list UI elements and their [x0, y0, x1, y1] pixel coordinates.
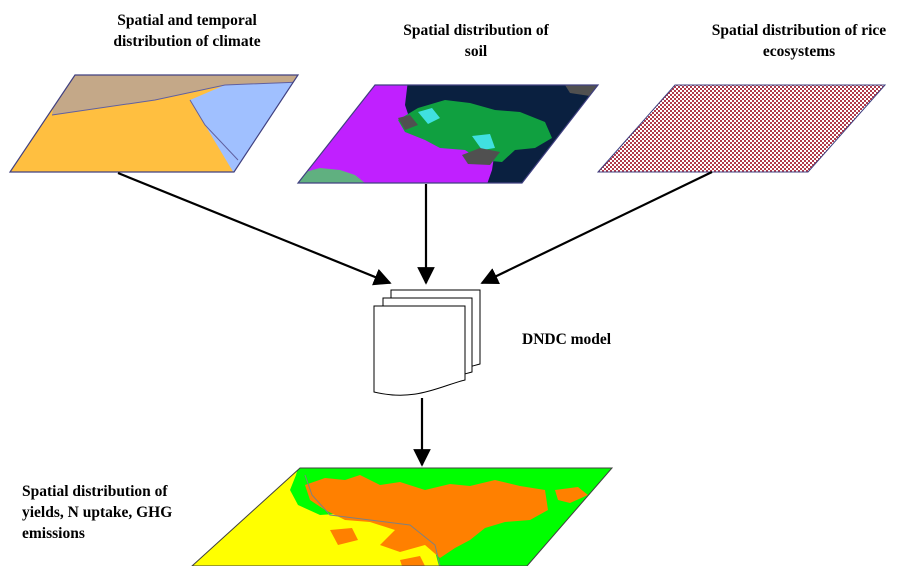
output-label: Spatial distribution of yields, N uptake…: [22, 481, 172, 544]
soil-label-line-2: soil: [464, 43, 488, 60]
output-label-line-1: Spatial distribution of: [22, 483, 168, 500]
rice-label: Spatial distribution of rice ecosystems: [688, 20, 910, 62]
output-label-line-2: yields, N uptake, GHG: [22, 504, 173, 521]
climate-label-line-1: Spatial and temporal: [117, 12, 257, 29]
soil-map-outline: [296, 84, 600, 184]
output-label-line-3: emissions: [22, 525, 85, 542]
soil-map: [298, 85, 598, 183]
soil-label: Spatial distribution of soil: [378, 20, 574, 62]
rice-label-line-2: ecosystems: [762, 43, 836, 60]
model-label: DNDC model: [522, 331, 612, 348]
arrow-rice-to-model: [480, 171, 713, 285]
model-document-stack: [373, 289, 481, 396]
output-map: [192, 468, 612, 566]
arrow-climate-to-model: [117, 171, 392, 286]
climate-label-line-2: distribution of climate: [113, 33, 261, 50]
rice-label-line-1: Spatial distribution of rice: [711, 22, 887, 39]
climate-map: [10, 75, 298, 172]
climate-map-outline: [8, 74, 300, 173]
rice-map: [596, 84, 887, 173]
soil-label-line-1: Spatial distribution of: [403, 22, 549, 39]
output-map-outline: [191, 467, 614, 566]
climate-label: Spatial and temporal distribution of cli…: [92, 10, 282, 52]
